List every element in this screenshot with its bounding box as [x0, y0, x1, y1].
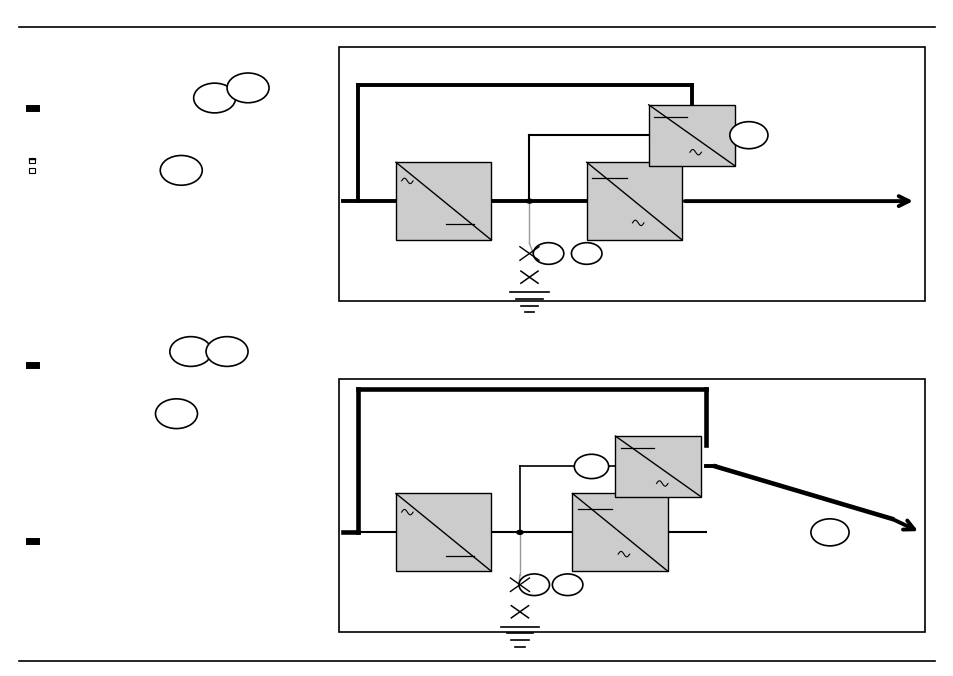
- Circle shape: [552, 574, 582, 596]
- Circle shape: [574, 454, 608, 479]
- Circle shape: [206, 337, 248, 366]
- Bar: [648, 105, 734, 166]
- Bar: [29, 168, 35, 173]
- Circle shape: [729, 122, 767, 149]
- Bar: [338, 47, 924, 301]
- Bar: [586, 162, 681, 240]
- Circle shape: [155, 399, 197, 429]
- Circle shape: [533, 243, 563, 264]
- Circle shape: [516, 530, 523, 535]
- Circle shape: [525, 199, 533, 204]
- Bar: [395, 162, 491, 240]
- Circle shape: [227, 73, 269, 103]
- Bar: [338, 379, 924, 632]
- Bar: [615, 436, 700, 497]
- Circle shape: [170, 337, 212, 366]
- Bar: [395, 493, 491, 571]
- Bar: [29, 158, 35, 163]
- Circle shape: [160, 155, 202, 185]
- Circle shape: [193, 83, 235, 113]
- Circle shape: [810, 519, 848, 546]
- Bar: [572, 493, 667, 571]
- Circle shape: [518, 574, 549, 596]
- Circle shape: [571, 243, 601, 264]
